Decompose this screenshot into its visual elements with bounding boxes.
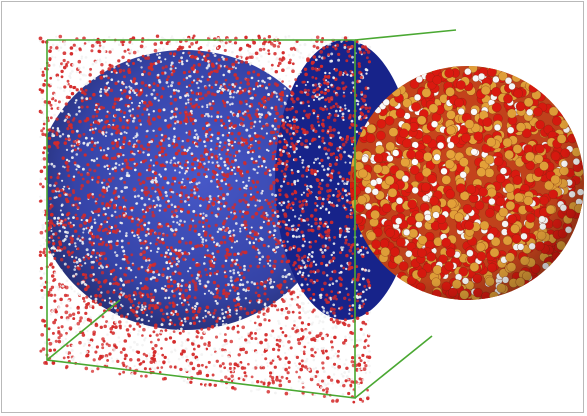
silica-nanoparticle [350,66,584,300]
simulation-box [46,29,457,399]
